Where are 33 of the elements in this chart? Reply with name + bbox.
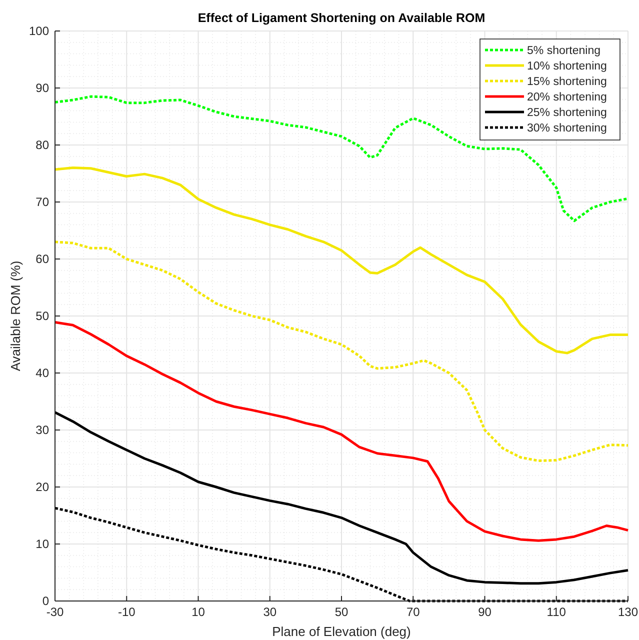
y-tick-label: 0 xyxy=(42,594,50,608)
x-tick-label: 90 xyxy=(478,605,492,619)
legend-label: 25% shortening xyxy=(527,107,607,119)
line-series xyxy=(54,411,630,585)
y-tick-label: 30 xyxy=(36,423,50,437)
chart-title: Effect of Ligament Shortening on Available ROM xyxy=(198,11,486,25)
x-axis-title: Plane of Elevation (deg) xyxy=(272,624,411,639)
y-tick-label: 50 xyxy=(36,309,50,323)
y-axis-title: Available ROM (%) xyxy=(8,260,23,372)
y-tick-label: 40 xyxy=(36,366,50,380)
legend-label: 30% shortening xyxy=(527,122,607,134)
x-tick-label: 50 xyxy=(334,605,348,619)
legend-label: 5% shortening xyxy=(527,45,601,57)
legend-label: 10% shortening xyxy=(527,60,607,72)
y-tick-label: 80 xyxy=(36,138,50,152)
x-tick-label: 70 xyxy=(406,605,420,619)
y-tick-label: 20 xyxy=(36,480,50,494)
legend-label: 20% shortening xyxy=(527,92,607,104)
x-tick-label: -10 xyxy=(118,605,136,619)
y-tick-label: 60 xyxy=(36,252,50,266)
y-tick-label: 10 xyxy=(36,537,50,551)
line-series xyxy=(54,321,630,542)
x-tick-label: -30 xyxy=(46,605,64,619)
y-tick-label: 70 xyxy=(36,195,50,209)
line-series xyxy=(54,240,630,462)
x-tick-label: 10 xyxy=(192,605,206,619)
y-tick-label: 90 xyxy=(36,81,50,95)
x-tick-label: 130 xyxy=(618,605,638,619)
x-tick-label: 110 xyxy=(546,605,566,619)
x-tick-label: 30 xyxy=(263,605,277,619)
line-series xyxy=(54,166,630,354)
legend-label: 15% shortening xyxy=(527,76,607,88)
y-tick-label: 100 xyxy=(28,24,50,38)
